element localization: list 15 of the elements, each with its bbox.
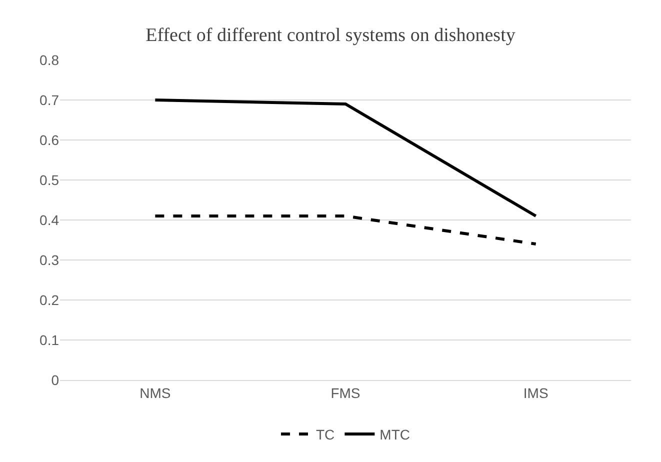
y-tick-label: 0.8 — [40, 52, 60, 68]
y-tick-label: 0.5 — [40, 172, 60, 188]
y-tick-label: 0.6 — [40, 132, 60, 148]
y-tick-label: 0.4 — [40, 212, 60, 228]
chart-title: Effect of different control systems on dishonesty — [146, 25, 516, 46]
y-tick-label: 0 — [51, 372, 60, 388]
y-tick-label: 0.2 — [40, 292, 60, 308]
y-tick-label: 0.7 — [40, 92, 60, 108]
y-tick-label: 0.3 — [40, 252, 60, 268]
y-tick-label: 0.1 — [40, 332, 60, 348]
legend-label: MTC — [380, 426, 410, 442]
x-tick-label: NMS — [140, 384, 171, 401]
x-tick-label: FMS — [330, 384, 360, 401]
legend-label: TC — [316, 426, 335, 442]
x-tick-label: IMS — [523, 384, 548, 401]
